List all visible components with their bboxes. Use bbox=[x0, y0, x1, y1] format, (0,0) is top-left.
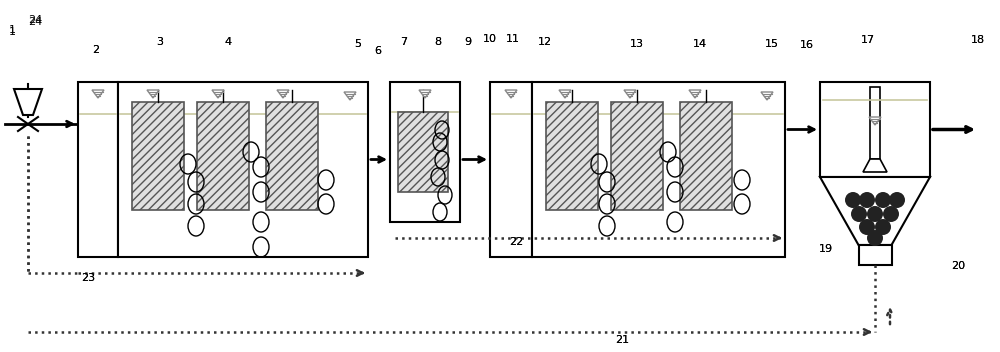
Text: 11: 11 bbox=[506, 34, 520, 44]
Text: 2: 2 bbox=[92, 45, 100, 55]
Bar bbox=[132, 102, 184, 210]
Text: 11: 11 bbox=[506, 34, 520, 44]
Text: 23: 23 bbox=[81, 273, 95, 283]
Bar bbox=[78, 82, 118, 257]
Polygon shape bbox=[505, 90, 517, 98]
Text: 20: 20 bbox=[951, 261, 965, 271]
Polygon shape bbox=[147, 90, 159, 98]
Polygon shape bbox=[419, 90, 431, 98]
Text: 12: 12 bbox=[538, 37, 552, 47]
Text: 19: 19 bbox=[819, 244, 833, 254]
Text: 13: 13 bbox=[630, 39, 644, 49]
Text: 17: 17 bbox=[861, 35, 875, 45]
Ellipse shape bbox=[883, 206, 899, 222]
Text: 18: 18 bbox=[971, 35, 985, 45]
Text: 2: 2 bbox=[92, 45, 100, 55]
Text: 13: 13 bbox=[630, 39, 644, 49]
Polygon shape bbox=[820, 177, 930, 245]
Polygon shape bbox=[92, 90, 104, 98]
Text: 9: 9 bbox=[464, 37, 472, 47]
Bar bbox=[546, 102, 598, 210]
Ellipse shape bbox=[867, 230, 883, 246]
Bar bbox=[398, 112, 448, 192]
Text: 10: 10 bbox=[483, 34, 497, 44]
Polygon shape bbox=[212, 90, 224, 98]
Polygon shape bbox=[689, 90, 701, 98]
Bar bbox=[532, 82, 785, 257]
Ellipse shape bbox=[889, 192, 905, 208]
Text: 16: 16 bbox=[800, 40, 814, 50]
Text: 6: 6 bbox=[374, 46, 382, 56]
Text: 10: 10 bbox=[483, 34, 497, 44]
Text: 1: 1 bbox=[8, 25, 16, 35]
Polygon shape bbox=[761, 92, 773, 100]
Bar bbox=[870, 87, 880, 159]
Text: 3: 3 bbox=[156, 37, 164, 47]
Ellipse shape bbox=[875, 219, 891, 235]
Text: 21: 21 bbox=[615, 335, 629, 345]
Text: 17: 17 bbox=[861, 35, 875, 45]
Bar bbox=[820, 82, 930, 177]
Text: 18: 18 bbox=[971, 35, 985, 45]
Ellipse shape bbox=[845, 192, 861, 208]
Text: 24: 24 bbox=[28, 15, 42, 25]
Text: 14: 14 bbox=[693, 39, 707, 49]
Polygon shape bbox=[277, 90, 289, 98]
Text: 5: 5 bbox=[354, 39, 362, 49]
Text: 23: 23 bbox=[81, 273, 95, 283]
Text: 3: 3 bbox=[156, 37, 164, 47]
Ellipse shape bbox=[859, 219, 875, 235]
Polygon shape bbox=[863, 159, 887, 172]
Text: 7: 7 bbox=[400, 37, 408, 47]
Text: 22: 22 bbox=[509, 237, 523, 247]
Text: 19: 19 bbox=[819, 244, 833, 254]
Bar bbox=[680, 102, 732, 210]
Polygon shape bbox=[869, 117, 881, 125]
Ellipse shape bbox=[867, 206, 883, 222]
Text: 20: 20 bbox=[951, 261, 965, 271]
Polygon shape bbox=[624, 90, 636, 98]
Text: 22: 22 bbox=[509, 237, 523, 247]
Ellipse shape bbox=[851, 206, 867, 222]
Ellipse shape bbox=[859, 192, 875, 208]
Text: 6: 6 bbox=[374, 46, 382, 56]
Bar bbox=[390, 82, 460, 222]
Bar bbox=[611, 102, 663, 210]
Text: 7: 7 bbox=[400, 37, 408, 47]
Text: 16: 16 bbox=[800, 40, 814, 50]
Text: 14: 14 bbox=[693, 39, 707, 49]
Bar bbox=[118, 82, 368, 257]
Text: 15: 15 bbox=[765, 39, 779, 49]
Bar bbox=[266, 102, 318, 210]
Text: 8: 8 bbox=[434, 37, 442, 47]
Text: 15: 15 bbox=[765, 39, 779, 49]
Ellipse shape bbox=[875, 192, 891, 208]
Bar bbox=[858, 245, 892, 265]
Text: 21: 21 bbox=[615, 335, 629, 345]
Text: 9: 9 bbox=[464, 37, 472, 47]
Text: 12: 12 bbox=[538, 37, 552, 47]
Text: 5: 5 bbox=[354, 39, 362, 49]
Text: 24: 24 bbox=[28, 17, 42, 27]
Text: 4: 4 bbox=[224, 37, 232, 47]
Text: 1: 1 bbox=[8, 27, 16, 37]
Polygon shape bbox=[344, 92, 356, 100]
Text: 4: 4 bbox=[224, 37, 232, 47]
Text: 8: 8 bbox=[434, 37, 442, 47]
Bar bbox=[490, 82, 532, 257]
Bar bbox=[197, 102, 249, 210]
Polygon shape bbox=[559, 90, 571, 98]
Polygon shape bbox=[14, 89, 42, 115]
